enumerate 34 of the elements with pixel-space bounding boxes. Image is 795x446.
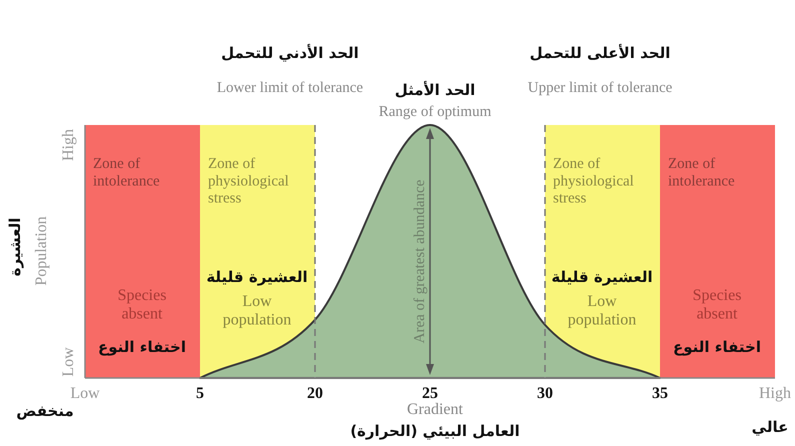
annotation: اختفاء النوع	[98, 338, 186, 356]
band-label: Zone of intolerance	[668, 156, 735, 190]
text: عالي	[752, 418, 788, 436]
band-label: Zone of intolerance	[93, 156, 160, 190]
annotation: Species absent	[692, 287, 742, 322]
x-tick-label: 25	[422, 385, 438, 402]
y-axis-title: Population	[33, 216, 50, 286]
band-label: Zone of physiological stress	[208, 156, 289, 206]
annotation: Low population	[222, 293, 292, 328]
annotation: Low population	[568, 293, 636, 328]
x-tick-label: 20	[307, 385, 323, 402]
text: Range of optimum	[378, 104, 492, 120]
x-tick-label: 30	[537, 385, 553, 402]
text: High	[60, 129, 77, 161]
text: الحد الأمثل	[394, 80, 476, 99]
text: الحد الأدني للتحمل	[221, 43, 359, 62]
band-label: Zone of physiological stress	[553, 156, 634, 206]
text: العشيرة	[6, 218, 24, 276]
annotation: اختفاء النوع	[673, 338, 761, 356]
annotation: العشيرة قليلة	[206, 268, 308, 286]
x-tick-label: 35	[652, 385, 668, 402]
annotation: Species absent	[118, 287, 166, 322]
x-axis-title: Gradient	[407, 401, 464, 418]
annotation: العشيرة قليلة	[551, 268, 653, 286]
text: Low	[60, 346, 77, 377]
text: منخفض	[16, 402, 74, 420]
x-tick-label: 5	[196, 385, 204, 402]
text: الحد الأعلى للتحمل	[530, 43, 670, 62]
ref-line-label: Area of greatest abundance	[412, 179, 428, 344]
text: Lower limit of tolerance	[216, 80, 364, 96]
x-tick-label: Low	[70, 385, 100, 402]
text: Upper limit of tolerance	[528, 80, 673, 96]
x-tick-label: High	[759, 385, 791, 402]
text: العامل البيئي (الحرارة)	[350, 422, 520, 440]
